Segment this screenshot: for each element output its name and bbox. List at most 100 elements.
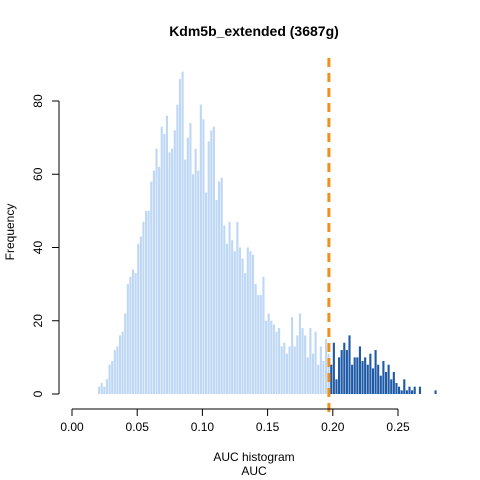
histogram-bar xyxy=(272,324,275,394)
histogram-bar xyxy=(189,122,192,394)
y-axis-label: Frequency xyxy=(3,204,17,261)
histogram-bar xyxy=(348,335,351,394)
histogram-bar xyxy=(241,258,244,394)
y-tick-label: 80 xyxy=(31,94,45,108)
chart-title: Kdm5b_extended (3687g) xyxy=(169,23,339,39)
histogram-bar xyxy=(392,372,395,394)
x-axis-sublabel: AUC xyxy=(241,464,267,478)
histogram-bar xyxy=(382,361,385,394)
histogram-bar xyxy=(278,328,281,394)
histogram-bar xyxy=(291,317,294,394)
histogram-bar xyxy=(306,357,309,395)
histogram-bar xyxy=(124,313,127,394)
histogram-bar xyxy=(134,273,137,394)
histogram-bar xyxy=(105,379,109,394)
y-tick-label: 20 xyxy=(31,314,45,328)
histogram-bar xyxy=(319,346,322,394)
histogram-bar xyxy=(403,379,406,394)
histogram-bar xyxy=(408,386,411,394)
histogram-bar xyxy=(249,251,252,394)
histogram-bar xyxy=(267,313,270,394)
y-tick-label: 40 xyxy=(31,241,45,255)
histogram-bars xyxy=(98,71,437,395)
histogram-bar xyxy=(220,177,223,394)
x-tick-label: 0.15 xyxy=(256,420,280,434)
histogram-bar xyxy=(186,137,189,395)
histogram-bar xyxy=(413,386,416,394)
histogram-bar xyxy=(298,313,302,394)
histogram-bar xyxy=(131,269,135,394)
histogram-bar xyxy=(116,346,119,394)
histogram-bar xyxy=(199,104,202,394)
x-tick-label: 0.10 xyxy=(191,420,215,434)
histogram-bar xyxy=(160,126,163,394)
histogram-bar xyxy=(168,152,171,394)
histogram-bar xyxy=(137,243,140,394)
histogram-bar xyxy=(280,346,283,394)
histogram-bar xyxy=(418,386,421,394)
histogram-bar xyxy=(311,353,315,394)
histogram-bar xyxy=(379,375,382,394)
histogram-bar xyxy=(223,225,226,394)
histogram-bar xyxy=(338,357,341,395)
histogram-bar xyxy=(150,181,153,394)
histogram-bar xyxy=(121,331,124,394)
histogram-bar xyxy=(387,364,390,394)
histogram-bar xyxy=(371,368,375,394)
y-axis: 0 20 40 60 80 xyxy=(31,94,60,397)
histogram-bar xyxy=(184,159,187,394)
histogram-bar xyxy=(324,339,328,394)
histogram-bar xyxy=(233,251,236,394)
histogram-bar xyxy=(254,284,257,395)
histogram-bar xyxy=(194,148,197,394)
histogram-bar xyxy=(411,390,414,394)
histogram-bar xyxy=(238,247,242,394)
histogram-bar xyxy=(118,335,122,394)
histogram-bar xyxy=(353,357,356,395)
histogram-bar xyxy=(335,379,338,394)
histogram-bar xyxy=(147,210,150,395)
histogram-bar xyxy=(155,148,158,394)
histogram-bar xyxy=(231,240,234,394)
histogram-bar xyxy=(158,166,161,394)
histogram-bar xyxy=(145,210,148,395)
histogram-bar xyxy=(296,335,299,394)
histogram-bar xyxy=(165,115,168,395)
histogram-bar xyxy=(142,221,145,394)
histogram-bar xyxy=(398,386,401,394)
histogram-bar xyxy=(366,364,369,394)
histogram-bar xyxy=(176,104,179,394)
histogram-bar xyxy=(257,295,260,394)
histogram-bar xyxy=(395,383,398,394)
histogram-bar xyxy=(259,295,262,394)
histogram-bar xyxy=(345,350,348,394)
histogram-bar xyxy=(434,390,437,394)
histogram-bar xyxy=(215,199,218,394)
histogram-bar xyxy=(202,119,205,394)
x-tick-label: 0.00 xyxy=(60,420,84,434)
histogram-bar xyxy=(283,342,286,394)
y-tick-label: 0 xyxy=(31,390,45,397)
histogram-bar xyxy=(111,361,114,394)
histogram-bar xyxy=(356,357,359,395)
x-axis-label: AUC histogram xyxy=(213,450,294,464)
histogram-bar xyxy=(309,328,312,394)
histogram-bar xyxy=(358,346,361,394)
histogram-bar xyxy=(171,148,174,394)
x-tick-label: 0.05 xyxy=(126,420,150,434)
histogram-bar xyxy=(288,346,291,394)
histogram-bar xyxy=(139,236,142,394)
histogram-bar xyxy=(225,243,228,394)
histogram-bar xyxy=(163,133,166,394)
histogram-bar xyxy=(262,276,265,394)
histogram-bar xyxy=(304,335,307,394)
histogram-bar xyxy=(212,126,215,394)
histogram-bar xyxy=(100,383,103,394)
histogram-bar xyxy=(246,247,249,394)
histogram-bar xyxy=(191,174,195,394)
histogram-bar xyxy=(236,221,239,394)
histogram-bar xyxy=(275,331,278,394)
histogram-bar xyxy=(181,71,184,394)
histogram-bar xyxy=(205,192,208,394)
